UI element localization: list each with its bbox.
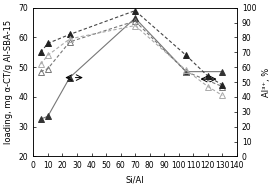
Y-axis label: Al³⁺, %: Al³⁺, % [262, 67, 271, 97]
X-axis label: Si/Al: Si/Al [126, 176, 144, 185]
Y-axis label: loading, mg α-CT/g Al-SBA-15: loading, mg α-CT/g Al-SBA-15 [4, 20, 13, 144]
